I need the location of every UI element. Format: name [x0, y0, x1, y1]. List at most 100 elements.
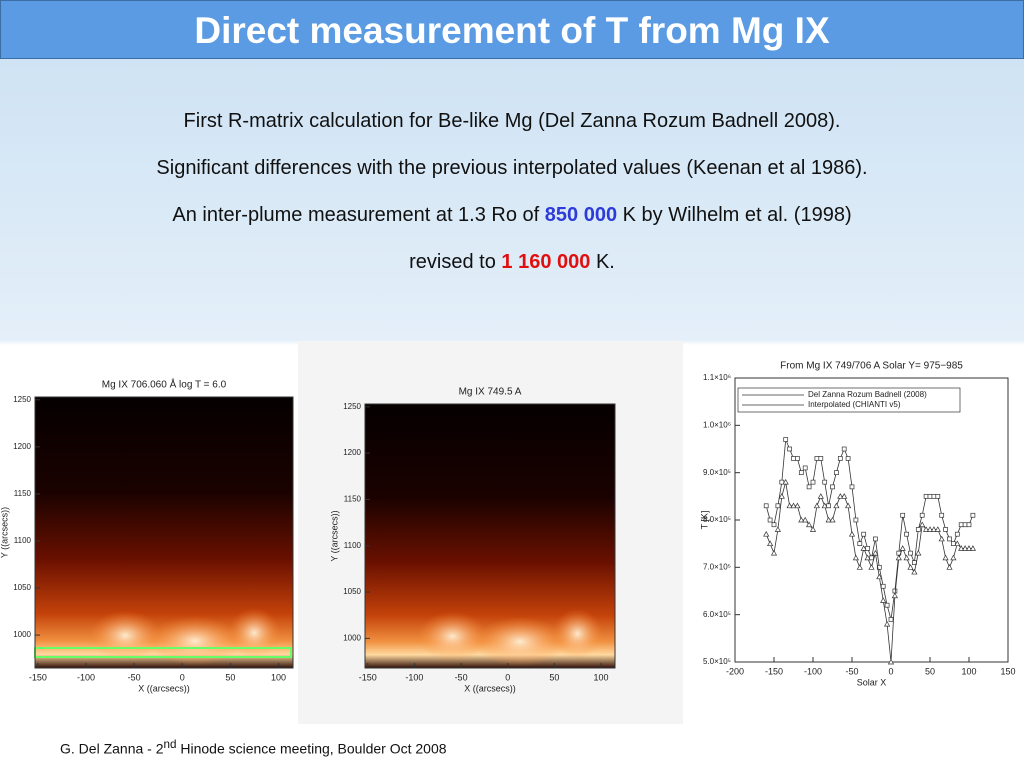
marker	[931, 493, 937, 499]
marker	[857, 541, 863, 547]
x-tick-label: 0	[888, 666, 893, 676]
marker	[818, 456, 824, 461]
x-axis-label: X ((arcsecs))	[138, 683, 190, 693]
text: Hinode science meeting, Boulder Oct 2008	[176, 740, 447, 757]
legend-label: Interpolated (CHIANTI v5)	[808, 400, 901, 409]
marker	[817, 493, 824, 499]
marker	[795, 456, 800, 461]
x-tick-label: 0	[180, 672, 185, 682]
text-line: An inter-plume measurement at 1.3 Ro of …	[0, 204, 1024, 251]
marker	[798, 470, 804, 476]
marker	[790, 502, 797, 509]
marker	[954, 540, 961, 547]
marker	[908, 550, 913, 556]
x-tick-label: -100	[804, 666, 822, 676]
text-line: revised to 1 160 000 K.	[0, 251, 1024, 298]
marker	[826, 503, 831, 509]
marker	[834, 470, 839, 476]
marker	[825, 516, 832, 523]
marker	[911, 568, 918, 575]
x-tick-label: -150	[29, 672, 47, 682]
marker	[810, 479, 816, 485]
marker	[923, 493, 929, 499]
x-tick-label: 150	[1000, 666, 1015, 676]
marker	[830, 484, 835, 490]
text: nd	[163, 738, 177, 751]
marker	[779, 479, 785, 485]
y-tick-label: 7.0×10⁵	[703, 562, 731, 571]
x-tick-label: -150	[765, 666, 783, 676]
x-tick-label: 100	[961, 666, 976, 676]
panel	[683, 360, 1024, 700]
marker	[809, 526, 817, 532]
marker	[821, 502, 828, 509]
heatmap-glow	[552, 608, 603, 659]
marker	[860, 545, 867, 551]
text-line: Significant differences with the previou…	[0, 157, 1024, 204]
y-tick-label: 1050	[343, 587, 361, 596]
marker	[837, 456, 843, 461]
text: First R-matrix calculation for Be-like M…	[183, 110, 841, 132]
x-tick-label: -150	[359, 672, 377, 682]
marker	[934, 526, 941, 532]
text: revised to	[409, 251, 502, 273]
marker	[763, 503, 769, 509]
text: K by Wilhelm et al. (1998)	[617, 204, 852, 226]
marker	[872, 549, 879, 556]
y-tick-label: 1.1×10⁶	[703, 373, 731, 382]
heatmap-glow	[417, 611, 488, 662]
x-tick-label: 100	[593, 672, 608, 682]
marker	[891, 592, 898, 599]
slide-title: Direct measurement of T from Mg IX	[194, 10, 830, 51]
plot-frame	[34, 396, 294, 669]
marker	[833, 502, 840, 509]
marker	[813, 502, 820, 509]
x-tick-label: -200	[726, 666, 744, 676]
marker	[900, 512, 906, 518]
marker	[951, 541, 956, 547]
marker	[865, 546, 870, 551]
marker	[899, 545, 906, 551]
y-tick-label: 1150	[14, 489, 32, 498]
marker	[778, 493, 785, 499]
plot-frame	[364, 403, 616, 669]
marker	[876, 573, 883, 580]
y-tick-label: 1150	[344, 495, 362, 504]
marker	[864, 554, 871, 561]
x-tick-label: 50	[549, 672, 559, 682]
marker	[904, 531, 909, 537]
y-tick-label: 8.0×10⁵	[703, 515, 731, 524]
marker	[943, 527, 948, 532]
marker	[791, 456, 796, 461]
text-line: First R-matrix calculation for Be-like M…	[0, 110, 1024, 157]
x-tick-label: -100	[405, 672, 423, 682]
marker	[869, 555, 874, 561]
header: Direct measurement of T from Mg IX	[0, 0, 1024, 59]
marker	[954, 531, 960, 537]
marker	[950, 554, 957, 561]
marker	[861, 531, 867, 537]
plot-title: Mg IX 706.060 Å log T = 6.0	[102, 378, 227, 391]
marker	[942, 554, 949, 561]
marker	[919, 521, 926, 528]
x-tick-label: -50	[845, 666, 858, 676]
plot-title: From Mg IX 749/706 A Solar Y= 975−985	[780, 361, 963, 372]
highlight: 850 000	[544, 204, 618, 226]
body-text: First R-matrix calculation for Be-like M…	[0, 110, 1024, 298]
marker	[798, 516, 805, 523]
footer: G. Del Zanna - 2nd Hinode science meetin…	[60, 738, 447, 757]
marker	[852, 554, 859, 561]
marker	[930, 526, 937, 532]
y-axis-label: Y ((arcsecs))	[0, 507, 9, 558]
marker	[771, 522, 777, 528]
text: An inter-plume measurement at 1.3 Ro of	[172, 204, 545, 226]
marker	[770, 549, 778, 556]
marker	[958, 545, 965, 551]
marker	[887, 658, 895, 665]
marker	[782, 478, 789, 485]
highlight: 1 160 000	[501, 251, 591, 273]
marker	[876, 564, 882, 570]
x-tick-label: 50	[925, 666, 935, 676]
marker	[915, 527, 921, 532]
